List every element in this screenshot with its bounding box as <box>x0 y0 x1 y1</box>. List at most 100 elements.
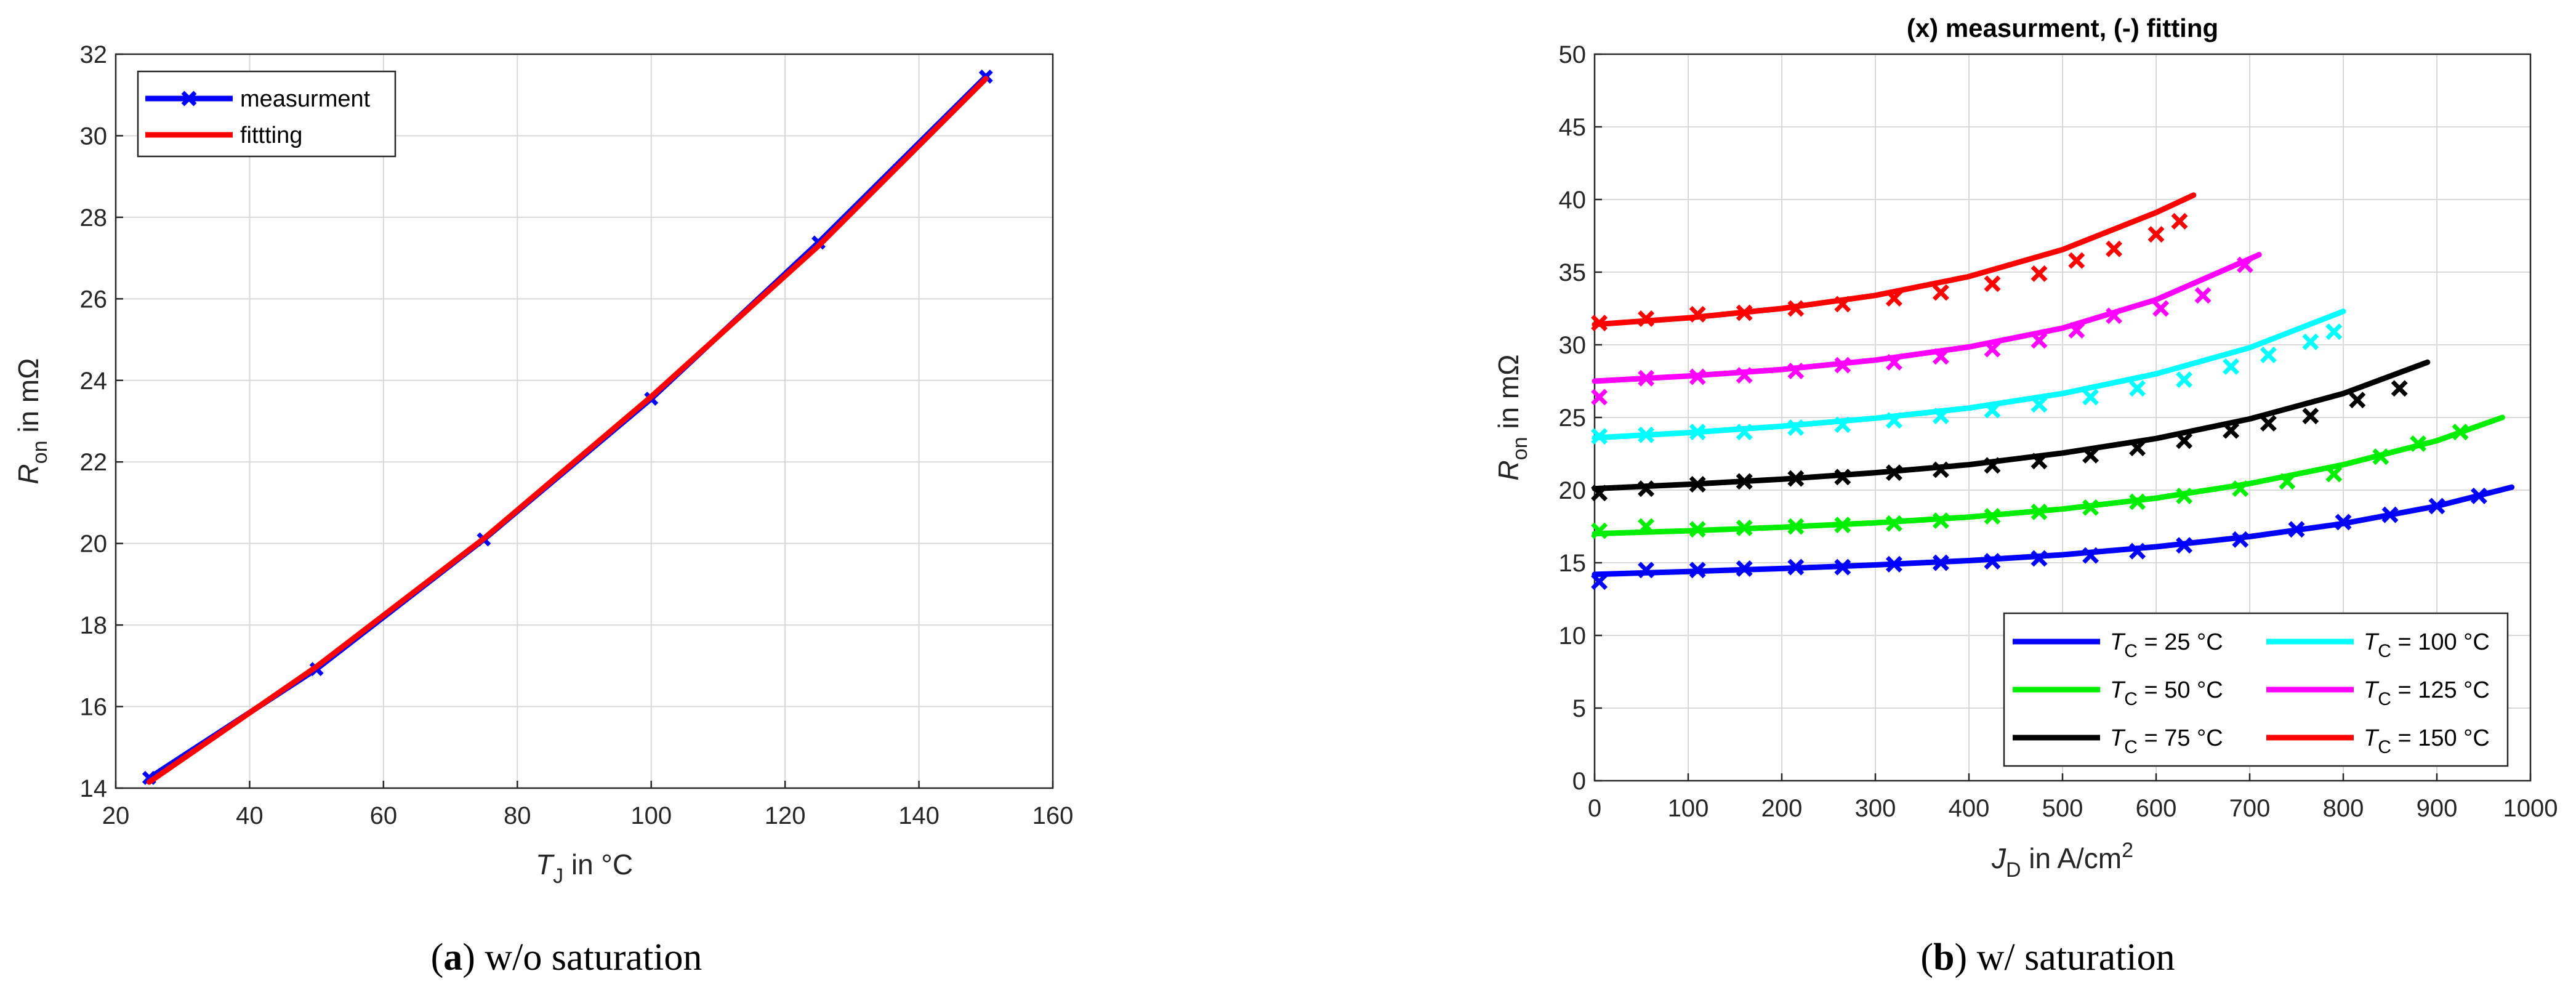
measurement-point <box>1932 461 1949 478</box>
legend-label: TC = 150 °C <box>2364 725 2490 757</box>
measurement-point <box>1689 305 1706 323</box>
measurement-point <box>1787 518 1805 535</box>
legend-label-rest: = 150 °C <box>2391 725 2490 751</box>
measurement-point <box>2068 252 2085 269</box>
measurement-point <box>2129 493 2146 510</box>
measurement-point <box>2068 321 2085 339</box>
legend: measurment fittting <box>137 70 396 158</box>
legend-box <box>137 70 396 158</box>
caption-text: w/o saturation <box>475 937 702 978</box>
y-tick-label: 24 <box>80 368 108 395</box>
measurement-point <box>1834 296 1851 313</box>
y-tick-label: 26 <box>80 286 108 313</box>
measurement-point <box>2391 380 2408 397</box>
measurement-point <box>2106 307 2123 324</box>
x-axis-label-rest: in A/cm <box>2021 842 2122 874</box>
x-tick-label: 300 <box>1855 795 1896 822</box>
measurement-point <box>2302 408 2319 425</box>
measurement-point <box>1984 553 2001 570</box>
legend-label-main: T <box>2110 677 2126 703</box>
legend-label-rest: = 75 °C <box>2138 725 2223 751</box>
legend-label: TC = 100 °C <box>2364 629 2490 661</box>
y-axis-label-main: R <box>1492 460 1524 480</box>
measurement-point <box>1885 353 1902 371</box>
y-tick-label: 30 <box>1559 332 1587 359</box>
measurement-point <box>1787 300 1805 317</box>
measurement-point <box>2381 506 2399 523</box>
subfigure-caption: (b) w/ saturation <box>1920 937 2175 978</box>
y-tick-label: 45 <box>1559 114 1587 141</box>
y-tick-label: 35 <box>1559 259 1587 286</box>
measurement-point <box>2223 422 2240 439</box>
legend-label-main: T <box>2364 725 2380 751</box>
measurement-point <box>2031 550 2048 567</box>
measurement-point <box>1984 508 2001 525</box>
y-tick-label: 10 <box>1559 622 1587 650</box>
x-tick-label: 140 <box>898 802 940 829</box>
measurement-point <box>2288 521 2305 538</box>
x-tick-label: 900 <box>2417 795 2458 822</box>
measurement-point <box>2129 542 2146 560</box>
y-tick-label: 28 <box>80 204 108 232</box>
chart-title: (x) measurment, (-) fitting <box>1907 14 2218 42</box>
measurement-point <box>1932 554 1949 571</box>
measurement-point <box>2147 226 2165 243</box>
x-tick-label: 500 <box>2042 795 2083 822</box>
y-tick-label: 0 <box>1572 768 1586 795</box>
y-tick-label: 20 <box>80 531 108 558</box>
fit-line <box>1592 484 2515 578</box>
plot-area <box>116 54 1053 788</box>
x-axis-label-sub: J <box>553 864 563 888</box>
measurement-point <box>1932 348 1949 365</box>
measurement-point <box>2031 332 2048 349</box>
measurement-point <box>2082 547 2099 564</box>
measurement-point <box>2279 473 2296 490</box>
caption-letter: a <box>443 937 462 978</box>
x-axis-label-rest: in °C <box>563 848 633 880</box>
measurement-point <box>2176 487 2193 504</box>
chart-b: 0 100 200 300 400 500 600 700 800 900 1000 0 5 10 15 20… <box>1492 14 2558 978</box>
caption-letter: b <box>1933 937 1954 978</box>
measurement-point <box>2452 424 2469 441</box>
legend-label-sub: C <box>2124 689 2138 709</box>
caption-close-paren: ) <box>462 937 475 978</box>
measurement-point <box>1689 368 1706 385</box>
measurement-point <box>1736 519 1753 536</box>
caption-open-paren: ( <box>431 937 444 978</box>
legend-label-main: T <box>2364 677 2380 703</box>
measurement-point <box>2031 265 2048 282</box>
measurement-point <box>2082 389 2099 406</box>
measurement-point <box>1834 469 1851 486</box>
measurement-point <box>1932 284 1949 301</box>
measurement-point <box>1984 275 2001 292</box>
x-tick-label: 400 <box>1949 795 1990 822</box>
caption-text: w/ saturation <box>1967 937 2175 978</box>
measurement-point <box>2106 240 2123 257</box>
x-tick-label: 0 <box>1588 795 1601 822</box>
measurement-point <box>1885 412 1902 429</box>
series-tc-5 <box>1591 192 2197 332</box>
legend-label-sub: C <box>2378 641 2391 661</box>
measurement-point <box>2232 531 2249 548</box>
series-tc-2 <box>1591 359 2431 502</box>
legend-label-main: T <box>2364 629 2380 655</box>
measurement-point <box>1638 518 1655 535</box>
measurement-point <box>1591 485 1608 502</box>
measurement-point <box>2325 465 2343 483</box>
series-tc-3 <box>1591 308 2346 445</box>
measurement-point <box>2236 256 2253 273</box>
measurement-point <box>2129 380 2146 397</box>
axes-frame <box>1593 53 2532 782</box>
measurement-point <box>1834 517 1851 534</box>
x-axis-label: TJ in °C <box>536 848 633 888</box>
x-tick-label: 160 <box>1032 802 1074 829</box>
measurement-point <box>2171 212 2188 230</box>
x-tick-label: 40 <box>236 802 264 829</box>
series-tc-4 <box>1591 252 2262 406</box>
fit-line <box>1592 359 2431 492</box>
series-tc-0 <box>1591 484 2515 590</box>
x-axis-label-main: T <box>536 848 555 880</box>
measurement-point <box>1736 304 1753 321</box>
x-tick-label: 1000 <box>2503 795 2558 822</box>
measurement-point <box>2470 487 2487 504</box>
